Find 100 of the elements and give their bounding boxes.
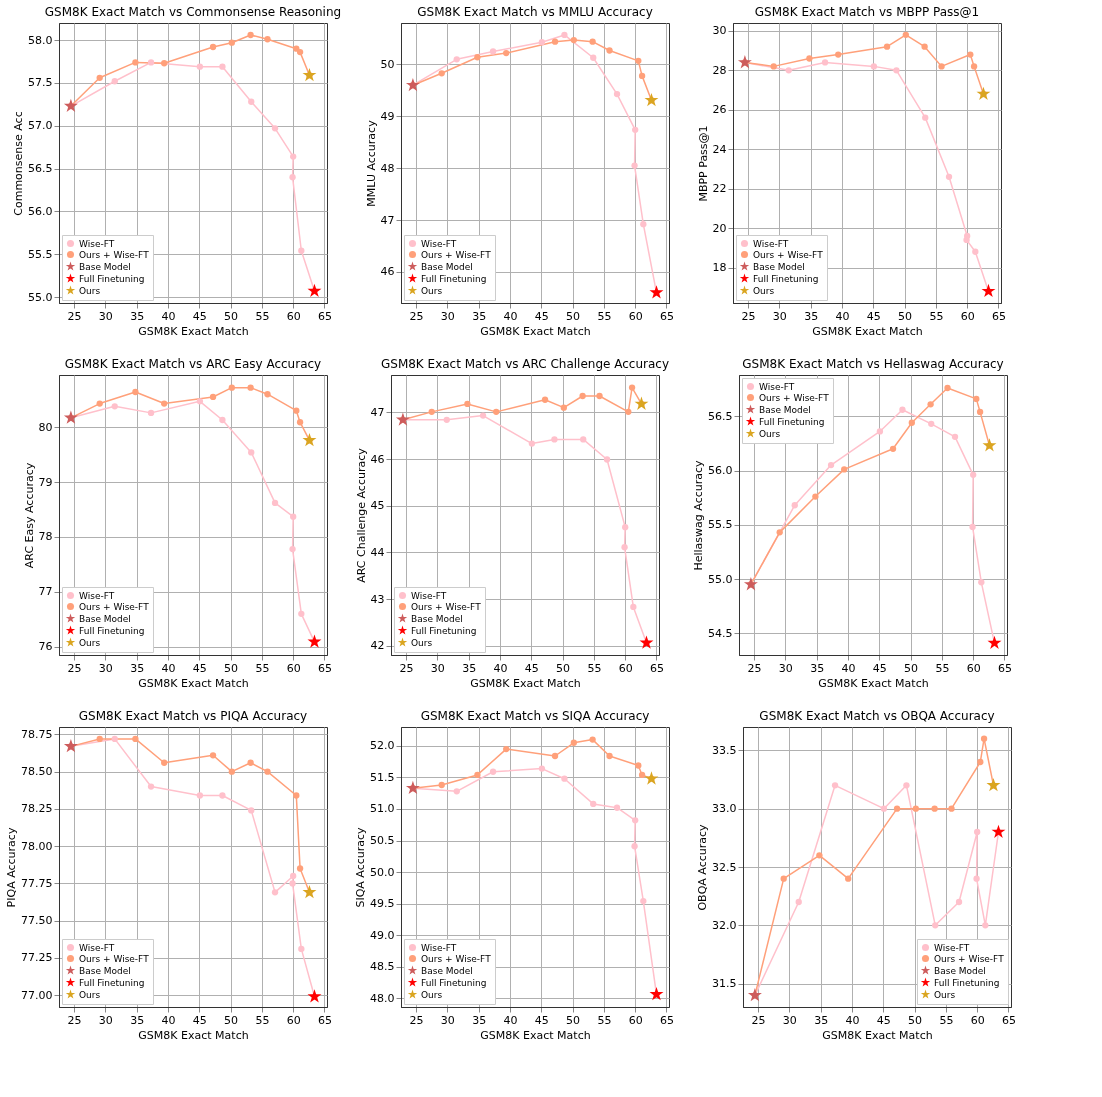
y-tick-label: 42 [370, 639, 385, 653]
point [630, 603, 637, 611]
y-tick-label: 45 [370, 499, 385, 513]
point [296, 419, 304, 426]
point [453, 788, 460, 795]
point [632, 817, 639, 824]
point [951, 433, 959, 441]
y-axis-title: ARC Challenge Accuracy [354, 447, 368, 583]
y-tick-label: 77.50 [21, 914, 53, 928]
y-axis-title: OBQA Accuracy [696, 823, 710, 911]
x-tick-label: 65 [660, 1013, 674, 1027]
x-tick-label: 60 [960, 309, 975, 323]
y-tick-label: 49.5 [370, 897, 395, 911]
point [264, 768, 271, 775]
chart-title: GSM8K Exact Match vs MBPP Pass@1 [754, 5, 980, 19]
point [613, 90, 621, 98]
point [987, 635, 1002, 649]
point [791, 502, 798, 509]
y-tick-label: 47 [380, 213, 395, 227]
point [589, 736, 596, 743]
point [921, 43, 928, 50]
y-axis-title: MMLU Accuracy [364, 119, 378, 207]
y-tick-label: 28 [712, 63, 727, 77]
point [780, 875, 787, 882]
point [982, 438, 997, 452]
x-tick-label: 55 [255, 309, 270, 323]
x-tick-label: 25 [67, 309, 82, 323]
point [293, 792, 300, 799]
x-tick-label: 30 [440, 1013, 455, 1027]
y-axis-title: SIQA Accuracy [354, 826, 368, 908]
point [289, 880, 296, 887]
legend-label: Ours + Wise-FT [411, 601, 482, 612]
y-tick-label: 78 [38, 530, 53, 544]
point [579, 392, 586, 400]
point [976, 86, 991, 100]
y-axis-title: MBPP Pass@1 [696, 125, 710, 202]
x-tick-label: 60 [286, 661, 301, 675]
point [821, 59, 829, 66]
x-tick-label: 40 [503, 1013, 518, 1027]
point [649, 987, 664, 1001]
point [290, 153, 297, 160]
x-tick-label: 55 [255, 661, 270, 675]
x-tick-label: 65 [650, 661, 664, 675]
point [974, 828, 981, 836]
point [196, 398, 204, 405]
point [912, 805, 919, 812]
x-tick-label: 50 [566, 1013, 581, 1027]
point [603, 456, 611, 463]
point [922, 114, 929, 121]
point [307, 989, 322, 1003]
x-tick-label: 50 [224, 661, 239, 675]
point [219, 416, 226, 424]
y-tick-label: 18 [712, 261, 727, 275]
point [248, 807, 255, 814]
legend-label: Ours + Wise-FT [421, 953, 492, 964]
y-tick-label: 49 [380, 109, 395, 123]
y-tick-label: 50.5 [370, 834, 395, 848]
point [405, 77, 420, 92]
point [479, 412, 487, 419]
point [561, 31, 568, 39]
chart-title: GSM8K Exact Match vs MMLU Accuracy [417, 5, 653, 19]
point [880, 805, 888, 812]
point [590, 54, 597, 61]
point [228, 39, 235, 46]
legend-label: Ours [753, 285, 775, 296]
x-tick-label: 50 [904, 661, 919, 675]
point [474, 54, 481, 61]
y-tick-label: 20 [712, 221, 727, 235]
point [96, 400, 103, 407]
x-tick-label: 30 [772, 309, 787, 323]
x-tick-label: 60 [970, 1013, 985, 1027]
legend-label: Wise-FT [79, 238, 115, 249]
point [96, 735, 103, 743]
point [640, 897, 647, 905]
x-tick-label: 25 [67, 661, 82, 675]
x-tick-label: 55 [255, 1013, 270, 1027]
y-tick-label: 22 [712, 182, 727, 196]
chart-title: GSM8K Exact Match vs SIQA Accuracy [420, 709, 650, 723]
point [955, 898, 963, 906]
chart-title: GSM8K Exact Match vs PIQA Accuracy [78, 709, 308, 723]
x-tick-label: 45 [524, 661, 539, 675]
point [967, 51, 974, 58]
point [903, 782, 910, 789]
point [264, 36, 271, 43]
x-tick-label: 40 [161, 309, 176, 323]
y-axis-title: Commonsense Acc [12, 111, 26, 216]
y-tick-label: 79 [38, 475, 53, 489]
x-tick-label: 55 [939, 1013, 954, 1027]
y-tick-label: 56.0 [708, 464, 733, 477]
point [625, 408, 632, 416]
legend-label: Ours + Wise-FT [759, 392, 830, 403]
point [493, 408, 500, 416]
x-tick-label: 60 [286, 1013, 301, 1027]
point [63, 410, 78, 424]
point [489, 768, 497, 775]
point [474, 771, 481, 779]
legend-label: Ours + Wise-FT [421, 249, 492, 260]
point [290, 872, 297, 880]
x-tick-label: 30 [98, 1013, 113, 1027]
point [405, 780, 420, 795]
